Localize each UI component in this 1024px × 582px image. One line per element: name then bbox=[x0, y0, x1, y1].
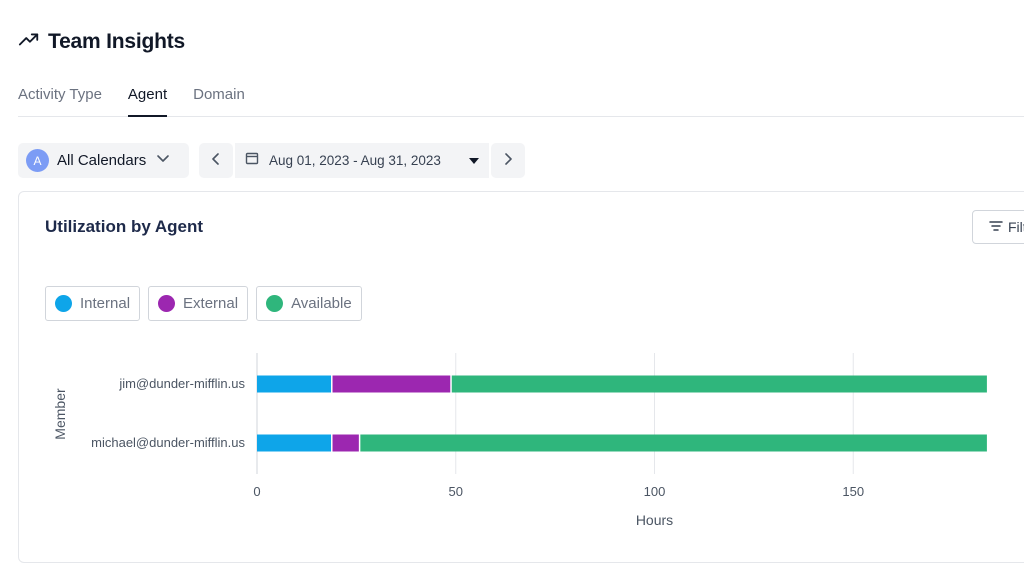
utilization-bar-chart: jim@dunder-mifflin.us michael@dunder-miff… bbox=[52, 353, 987, 528]
date-range-text: Aug 01, 2023 - Aug 31, 2023 bbox=[269, 153, 441, 168]
page-header: Team Insights bbox=[18, 28, 185, 55]
y-axis-title: Member bbox=[52, 388, 68, 440]
legend-item-external[interactable]: External bbox=[148, 286, 249, 321]
caret-down-icon bbox=[469, 157, 479, 164]
bar-segment bbox=[257, 375, 332, 393]
avatar: A bbox=[26, 149, 49, 172]
toolbar: A All Calendars Aug 01, 2023 - Aug 31, 2… bbox=[18, 143, 525, 178]
calendar-icon bbox=[245, 151, 259, 170]
tab-domain[interactable]: Domain bbox=[193, 86, 245, 103]
legend-dot-available bbox=[266, 295, 284, 312]
trending-up-icon bbox=[18, 28, 40, 55]
y-tick-label: jim@dunder-mifflin.us bbox=[118, 376, 245, 391]
utilization-card: Utilization by Agent Filt Internal Exter… bbox=[18, 191, 1024, 563]
date-range-button[interactable]: Aug 01, 2023 - Aug 31, 2023 bbox=[235, 143, 489, 178]
filter-button[interactable]: Filt bbox=[972, 210, 1024, 244]
chevron-down-icon bbox=[154, 151, 170, 170]
next-period-button[interactable] bbox=[491, 143, 525, 178]
calendar-select-label: All Calendars bbox=[57, 152, 147, 169]
y-tick-label: michael@dunder-mifflin.us bbox=[91, 435, 245, 450]
calendar-select[interactable]: A All Calendars bbox=[18, 143, 189, 178]
legend-dot-external bbox=[158, 295, 176, 312]
legend-item-internal[interactable]: Internal bbox=[45, 286, 141, 321]
bar-segment bbox=[360, 434, 987, 452]
bar-segment bbox=[451, 375, 987, 393]
bar-segment bbox=[257, 434, 332, 452]
legend-label: Internal bbox=[80, 295, 131, 312]
bar-segment bbox=[332, 434, 359, 452]
bar-segment bbox=[332, 375, 451, 393]
x-tick-label: 50 bbox=[449, 484, 463, 499]
x-tick-label: 100 bbox=[644, 484, 666, 499]
legend-label: External bbox=[183, 295, 239, 312]
chevron-left-icon bbox=[210, 152, 222, 170]
chart-legend: Internal External Available bbox=[45, 286, 362, 321]
tab-agent[interactable]: Agent bbox=[127, 84, 168, 117]
x-axis-title: Hours bbox=[636, 512, 673, 528]
tab-bar: Activity Type Agent Domain bbox=[18, 84, 1024, 117]
tab-activity-type[interactable]: Activity Type bbox=[18, 86, 102, 103]
previous-period-button[interactable] bbox=[199, 143, 233, 178]
legend-label: Available bbox=[291, 295, 352, 312]
legend-dot-internal bbox=[55, 295, 72, 312]
x-tick-label: 150 bbox=[842, 484, 864, 499]
filter-icon bbox=[989, 219, 1003, 235]
x-tick-label: 0 bbox=[253, 484, 260, 499]
card-title: Utilization by Agent bbox=[45, 217, 204, 236]
filter-label: Filt bbox=[1008, 219, 1024, 235]
date-range-picker: Aug 01, 2023 - Aug 31, 2023 bbox=[199, 143, 525, 178]
legend-item-available[interactable]: Available bbox=[256, 286, 362, 321]
chevron-right-icon bbox=[502, 152, 514, 170]
page-title: Team Insights bbox=[48, 29, 186, 53]
